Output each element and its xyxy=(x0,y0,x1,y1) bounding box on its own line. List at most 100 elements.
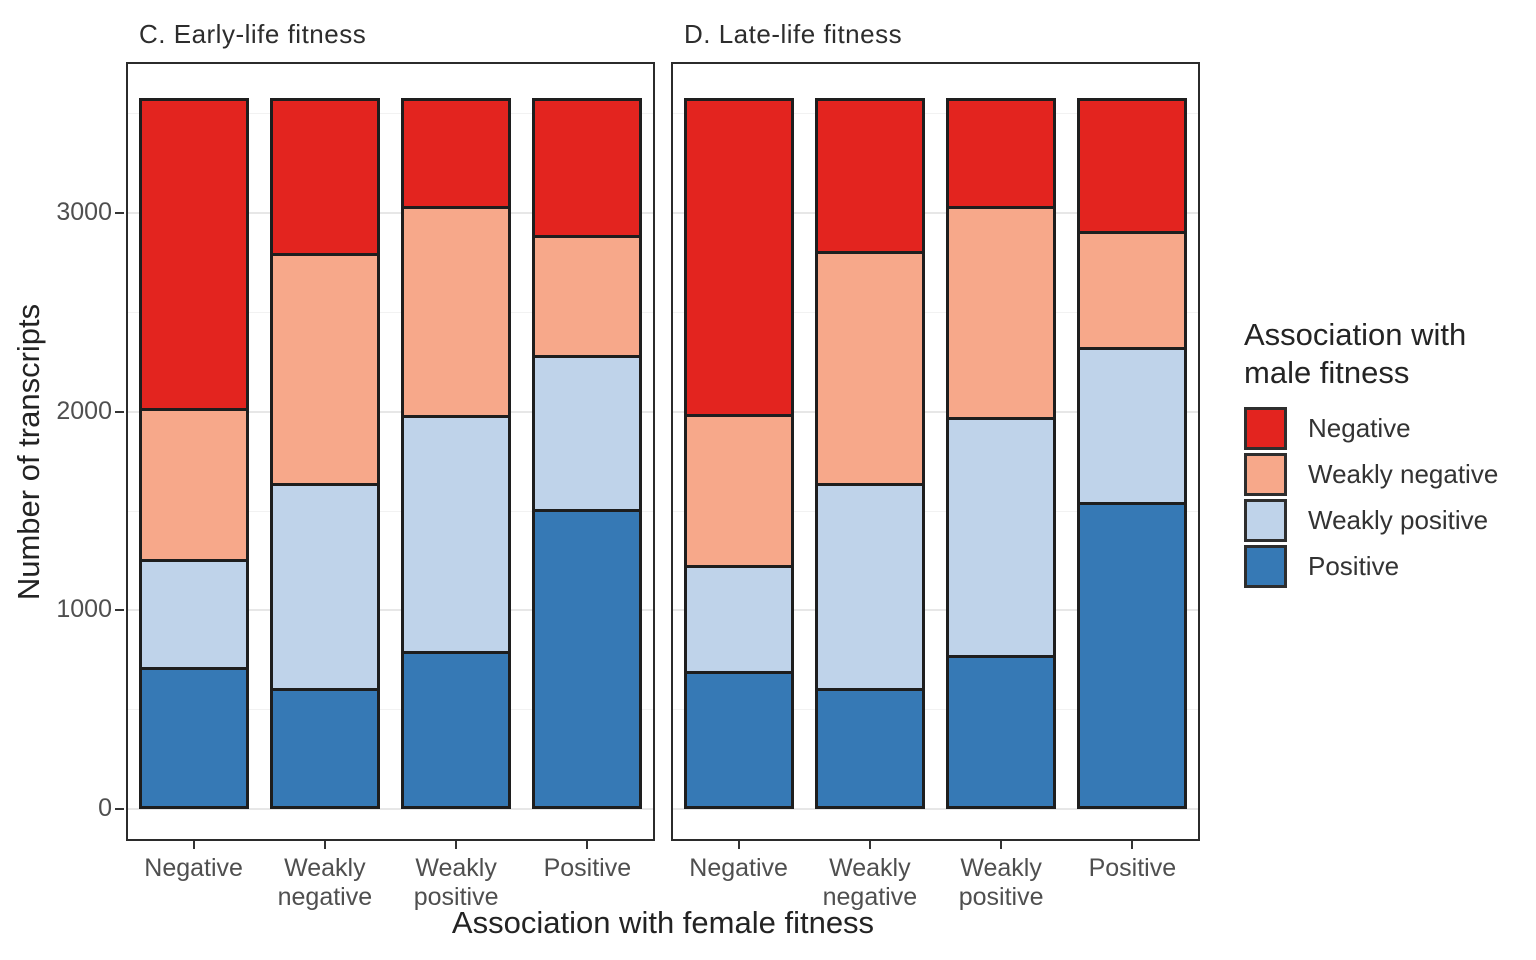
bar-segment-positive xyxy=(949,655,1054,807)
x-axis-tick xyxy=(455,841,458,849)
gridline-major xyxy=(673,410,1198,413)
bar-segment-negative xyxy=(686,100,791,414)
legend: Association with male fitness Negative We… xyxy=(1244,316,1536,591)
bar-segment-weakly-negative xyxy=(141,408,246,559)
bar-weakly-negative xyxy=(814,97,925,810)
legend-item: Negative xyxy=(1244,406,1536,450)
bar-segment-weakly-positive xyxy=(272,483,377,689)
y-tick-label: 1000 xyxy=(56,595,112,624)
plot-panel-late-life xyxy=(671,62,1200,841)
gridline-minor xyxy=(673,113,1198,115)
gridline-major xyxy=(673,609,1198,612)
legend-items: Negative Weakly negative Weakly positive Po… xyxy=(1244,406,1536,588)
gridline-minor xyxy=(673,311,1198,313)
bar-segment-positive xyxy=(535,509,640,807)
x-tick-label: Weakly negative xyxy=(822,854,918,911)
gridline-major xyxy=(128,410,653,413)
bar-segment-positive xyxy=(141,667,246,807)
bar-negative xyxy=(138,97,249,810)
bar-segment-positive xyxy=(272,688,377,807)
bar-weakly-negative xyxy=(269,97,380,810)
bar-segment-weakly-positive xyxy=(404,415,509,652)
bar-segment-weakly-negative xyxy=(404,205,509,416)
y-axis-tick xyxy=(115,808,124,811)
x-axis-tick xyxy=(323,841,326,849)
bar-segment-weakly-positive xyxy=(141,558,246,668)
gridline-minor xyxy=(673,510,1198,512)
legend-item: Weakly positive xyxy=(1244,498,1536,542)
legend-item: Weakly negative xyxy=(1244,452,1536,496)
bar-segment-positive xyxy=(817,688,922,807)
bar-segment-weakly-positive xyxy=(686,564,791,671)
x-tick-label: Positive xyxy=(543,854,632,882)
gridline-minor xyxy=(128,709,653,711)
gridline-major xyxy=(673,808,1198,811)
bar-weakly-positive xyxy=(401,97,512,810)
bar-segment-positive xyxy=(686,670,791,807)
y-axis-title: Number of transcripts xyxy=(11,303,46,601)
y-tick-label: 0 xyxy=(98,794,112,823)
bar-segment-negative xyxy=(272,100,377,253)
y-axis-tick xyxy=(115,212,124,215)
y-tick-label: 2000 xyxy=(56,396,112,425)
bar-segment-weakly-positive xyxy=(535,354,640,510)
x-axis-tick xyxy=(1131,841,1134,849)
x-tick-label: Weakly positive xyxy=(413,854,499,911)
bar-segment-weakly-negative xyxy=(949,205,1054,417)
x-axis-title: Association with female fitness xyxy=(451,905,875,940)
gridline-minor xyxy=(128,113,653,115)
legend-label: Weakly positive xyxy=(1308,504,1489,535)
bar-segment-weakly-negative xyxy=(272,252,377,484)
bar-segment-weakly-negative xyxy=(817,250,922,484)
bar-segment-weakly-positive xyxy=(817,483,922,689)
bar-positive xyxy=(1077,97,1188,810)
bar-segment-weakly-negative xyxy=(535,235,640,355)
panel-title-early-life: C. Early-life fitness xyxy=(139,19,367,49)
bar-segment-weakly-positive xyxy=(949,416,1054,656)
y-tick-label: 3000 xyxy=(56,198,112,227)
bar-segment-positive xyxy=(1080,501,1185,807)
panel-title-late-life: D. Late-life fitness xyxy=(684,19,903,49)
bar-segment-weakly-positive xyxy=(1080,346,1185,502)
legend-swatch-weakly-positive xyxy=(1244,498,1287,542)
x-tick-label: Negative xyxy=(144,854,243,882)
x-axis-tick xyxy=(192,841,195,849)
legend-label: Positive xyxy=(1308,550,1400,581)
bar-segment-negative xyxy=(1080,100,1185,232)
gridline-major xyxy=(128,808,653,811)
gridline-minor xyxy=(128,510,653,512)
x-axis-tick xyxy=(737,841,740,849)
gridline-minor xyxy=(128,311,653,313)
bar-segment-negative xyxy=(535,100,640,235)
x-axis-tick xyxy=(868,841,871,849)
legend-label: Negative xyxy=(1308,412,1411,443)
bar-segment-negative xyxy=(404,100,509,206)
gridline-major xyxy=(128,212,653,215)
bar-weakly-positive xyxy=(946,97,1057,810)
legend-swatch-positive xyxy=(1244,544,1287,588)
x-tick-label: Weakly positive xyxy=(958,854,1044,911)
legend-label: Weakly negative xyxy=(1308,458,1499,489)
plot-panel-early-life xyxy=(126,62,655,841)
bar-segment-weakly-negative xyxy=(1080,231,1185,347)
bar-segment-negative xyxy=(141,100,246,409)
bar-segment-negative xyxy=(949,100,1054,206)
x-axis-tick xyxy=(586,841,589,849)
bar-segment-positive xyxy=(404,651,509,807)
bar-negative xyxy=(683,97,794,810)
legend-title: Association with male fitness xyxy=(1244,317,1467,391)
legend-swatch-weakly-negative xyxy=(1244,452,1287,496)
legend-item: Positive xyxy=(1244,544,1536,588)
gridline-major xyxy=(673,212,1198,215)
bar-segment-weakly-negative xyxy=(686,413,791,565)
gridline-major xyxy=(128,609,653,612)
bar-segment-negative xyxy=(817,100,922,251)
gridline-minor xyxy=(673,709,1198,711)
bar-positive xyxy=(532,97,643,810)
x-tick-label: Negative xyxy=(689,854,788,882)
y-axis-tick xyxy=(115,410,124,413)
x-tick-label: Positive xyxy=(1088,854,1177,882)
x-tick-label: Weakly negative xyxy=(277,854,373,911)
x-axis-tick xyxy=(1000,841,1003,849)
